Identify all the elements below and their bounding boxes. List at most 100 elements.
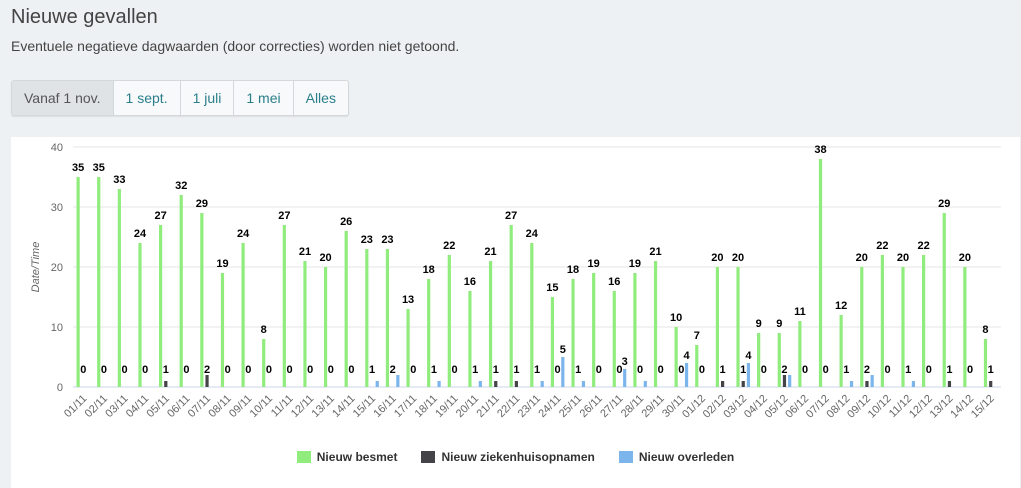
bar-0 bbox=[942, 213, 946, 387]
x-tick-label: 04/11 bbox=[124, 393, 151, 420]
bar-1 bbox=[782, 375, 787, 387]
bar-0 bbox=[674, 327, 678, 387]
tab-1-juli[interactable]: 1 juli bbox=[181, 81, 235, 115]
bar-2 bbox=[623, 369, 627, 387]
x-tick-label: 07/11 bbox=[186, 393, 213, 420]
bar-1 bbox=[494, 381, 498, 387]
legend-item-nieuw-overleden[interactable]: Nieuw overleden bbox=[618, 450, 735, 464]
data-label: 0 bbox=[225, 364, 231, 376]
data-label: 3 bbox=[622, 356, 628, 368]
legend-swatch-overleden bbox=[618, 451, 633, 463]
data-label: 32 bbox=[175, 180, 187, 192]
data-label: 21 bbox=[484, 246, 496, 258]
bar-0 bbox=[344, 231, 348, 387]
data-label: 1 bbox=[431, 364, 437, 376]
data-label: 29 bbox=[196, 198, 208, 210]
data-label: 0 bbox=[142, 364, 148, 376]
bar-0 bbox=[963, 267, 967, 387]
bar-0 bbox=[76, 177, 80, 387]
bar-2 bbox=[396, 375, 400, 387]
data-label: 19 bbox=[629, 258, 641, 270]
legend-item-nieuw-ziekenhuisopnamen[interactable]: Nieuw ziekenhuisopnamen bbox=[421, 450, 595, 464]
x-tick-label: 12/11 bbox=[289, 393, 316, 420]
bar-2 bbox=[478, 381, 482, 387]
data-label: 9 bbox=[776, 318, 782, 330]
bar-2 bbox=[581, 381, 586, 387]
data-label: 22 bbox=[876, 240, 888, 252]
chart-card: 0 10 20 30 40 Date/Time 35 0 01/11 35 0 02/11 33 0 03/… bbox=[11, 137, 1020, 488]
data-label: 23 bbox=[381, 234, 393, 246]
data-label: 11 bbox=[794, 306, 806, 318]
x-tick-label: 24/11 bbox=[536, 393, 563, 420]
bar-2 bbox=[788, 375, 792, 387]
bar-2 bbox=[540, 381, 544, 387]
data-label: 27 bbox=[278, 210, 290, 222]
tab-1-mei[interactable]: 1 mei bbox=[234, 81, 294, 115]
bar-0 bbox=[97, 177, 101, 387]
data-label: 18 bbox=[567, 264, 579, 276]
tab-1-sept[interactable]: 1 sept. bbox=[114, 81, 181, 115]
bar-0 bbox=[262, 339, 266, 387]
bar-0 bbox=[550, 297, 555, 387]
bar-0 bbox=[117, 189, 121, 387]
data-label: 2 bbox=[390, 364, 396, 376]
legend-label: Nieuw overleden bbox=[638, 450, 735, 464]
bar-0 bbox=[983, 339, 988, 387]
data-label: 0 bbox=[678, 364, 684, 376]
data-label: 2 bbox=[864, 364, 870, 376]
x-tick-label: 10/11 bbox=[248, 393, 275, 420]
data-label: 16 bbox=[608, 276, 620, 288]
data-label: 8 bbox=[261, 324, 267, 336]
data-label: 26 bbox=[340, 216, 352, 228]
data-label: 0 bbox=[348, 364, 354, 376]
y-axis-label: Date/Time bbox=[30, 242, 42, 293]
data-label: 20 bbox=[897, 252, 909, 264]
x-tick-label: 15/11 bbox=[351, 393, 378, 420]
bar-0 bbox=[220, 273, 225, 387]
legend-item-nieuw-besmet[interactable]: Nieuw besmet bbox=[296, 450, 397, 464]
bar-0 bbox=[880, 255, 884, 387]
bar-0 bbox=[653, 261, 658, 387]
y-tick-label: 40 bbox=[51, 142, 63, 154]
x-tick-label: 27/11 bbox=[598, 393, 625, 420]
x-tick-label: 25/11 bbox=[557, 393, 584, 420]
bar-0 bbox=[468, 291, 472, 387]
bar-0 bbox=[530, 243, 534, 387]
bar-0 bbox=[447, 255, 451, 387]
data-label: 24 bbox=[134, 228, 147, 240]
x-tick-label: 19/11 bbox=[433, 393, 460, 420]
bar-0 bbox=[715, 267, 719, 387]
data-label: 20 bbox=[959, 252, 971, 264]
data-label: 5 bbox=[560, 344, 566, 356]
bar-0 bbox=[695, 345, 699, 387]
bar-0 bbox=[241, 243, 245, 387]
bar-0 bbox=[757, 333, 761, 387]
data-label: 21 bbox=[649, 246, 661, 258]
data-label: 2 bbox=[204, 364, 210, 376]
data-label: 1 bbox=[988, 364, 994, 376]
data-label: 15 bbox=[546, 282, 558, 294]
x-tick-label: 16/11 bbox=[371, 393, 398, 420]
data-label: 9 bbox=[756, 318, 762, 330]
bar-0 bbox=[138, 243, 142, 387]
data-label: 13 bbox=[402, 294, 414, 306]
data-label: 1 bbox=[534, 364, 540, 376]
data-label: 1 bbox=[946, 364, 952, 376]
range-tabs: Vanaf 1 nov. 1 sept. 1 juli 1 mei Alles bbox=[11, 80, 349, 116]
x-tick-label: 06/11 bbox=[165, 393, 192, 420]
bar-1 bbox=[164, 381, 168, 387]
bar-0 bbox=[365, 249, 369, 387]
x-tick-label: 01/11 bbox=[62, 393, 89, 420]
bar-0 bbox=[323, 267, 328, 387]
data-label: 7 bbox=[694, 330, 700, 342]
bar-1 bbox=[989, 381, 993, 387]
x-tick-label: 05/11 bbox=[145, 393, 172, 420]
data-label: 1 bbox=[513, 364, 519, 376]
bar-1 bbox=[947, 381, 952, 387]
x-tick-label: 26/11 bbox=[578, 393, 605, 420]
tab-alles[interactable]: Alles bbox=[305, 90, 336, 106]
bar-2 bbox=[911, 381, 915, 387]
data-label: 8 bbox=[982, 324, 988, 336]
tab-vanaf-1-nov[interactable]: Vanaf 1 nov. bbox=[12, 81, 114, 115]
data-label: 27 bbox=[505, 210, 517, 222]
